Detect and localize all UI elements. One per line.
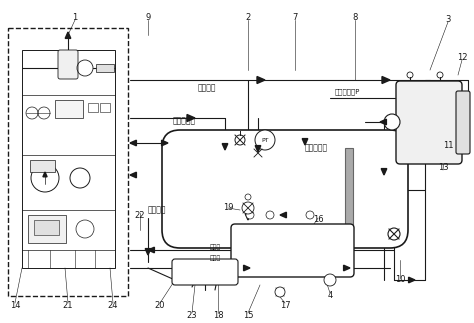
Circle shape (266, 211, 274, 219)
Text: 7: 7 (292, 14, 298, 23)
FancyBboxPatch shape (162, 130, 408, 248)
Circle shape (324, 274, 336, 286)
Text: 高温蒸汽: 高温蒸汽 (198, 84, 217, 92)
Text: 11: 11 (443, 141, 453, 150)
Bar (22, 50, 115, 268)
Polygon shape (130, 172, 137, 178)
Text: PT: PT (261, 138, 269, 142)
Polygon shape (222, 144, 228, 150)
Text: 气态天然气: 气态天然气 (305, 143, 328, 152)
Circle shape (242, 202, 254, 214)
Text: 24: 24 (108, 300, 118, 309)
Circle shape (235, 135, 245, 145)
Bar (34, 220, 59, 235)
Polygon shape (187, 114, 195, 121)
Polygon shape (344, 265, 350, 271)
Bar (28, 215, 66, 243)
Text: 23: 23 (187, 310, 197, 319)
Text: 热水机: 热水机 (210, 244, 221, 250)
Text: 15: 15 (243, 310, 253, 319)
Text: 12: 12 (457, 54, 467, 62)
Text: 13: 13 (438, 163, 448, 172)
Polygon shape (380, 119, 386, 125)
FancyBboxPatch shape (58, 50, 78, 79)
Text: 1: 1 (73, 14, 78, 23)
Polygon shape (409, 277, 415, 283)
Text: 冷水机: 冷水机 (210, 255, 221, 261)
Text: 21: 21 (63, 300, 73, 309)
Text: 20: 20 (155, 300, 165, 309)
Text: 液态天然气: 液态天然气 (173, 117, 196, 126)
Text: 淡水补给: 淡水补给 (148, 205, 166, 214)
Text: 18: 18 (213, 310, 223, 319)
Text: 3: 3 (445, 16, 451, 25)
Circle shape (246, 211, 254, 219)
Polygon shape (145, 249, 151, 255)
Bar (55, 100, 83, 118)
Text: 17: 17 (280, 300, 290, 309)
Bar (8, 28, 128, 296)
Text: 16: 16 (313, 215, 323, 224)
Text: 8: 8 (352, 14, 358, 23)
Polygon shape (280, 212, 286, 218)
Text: 10: 10 (395, 276, 405, 285)
Polygon shape (255, 146, 261, 152)
Polygon shape (244, 265, 250, 271)
Text: 19: 19 (223, 203, 233, 213)
Circle shape (306, 211, 314, 219)
Circle shape (275, 287, 285, 297)
Polygon shape (65, 32, 71, 38)
Circle shape (255, 130, 275, 150)
Bar (30, 160, 55, 172)
Polygon shape (148, 247, 155, 253)
Polygon shape (43, 172, 47, 177)
Polygon shape (257, 77, 265, 84)
FancyBboxPatch shape (172, 259, 238, 285)
Text: 9: 9 (146, 14, 151, 23)
FancyBboxPatch shape (231, 224, 354, 277)
Bar (96, 64, 114, 72)
Text: 22: 22 (135, 211, 145, 220)
Circle shape (384, 114, 400, 130)
Bar (88, 103, 98, 112)
FancyBboxPatch shape (396, 81, 462, 164)
Text: 4: 4 (328, 290, 333, 299)
Text: 供气给客户P: 供气给客户P (335, 89, 360, 95)
Polygon shape (302, 139, 308, 145)
Polygon shape (381, 169, 387, 175)
Polygon shape (245, 214, 251, 220)
Circle shape (388, 228, 400, 240)
Text: 2: 2 (246, 14, 251, 23)
Bar (345, 148, 353, 230)
Bar (100, 103, 110, 112)
FancyBboxPatch shape (456, 91, 470, 154)
Polygon shape (162, 140, 168, 146)
Text: 14: 14 (10, 300, 20, 309)
Polygon shape (382, 77, 390, 84)
Polygon shape (130, 140, 137, 146)
